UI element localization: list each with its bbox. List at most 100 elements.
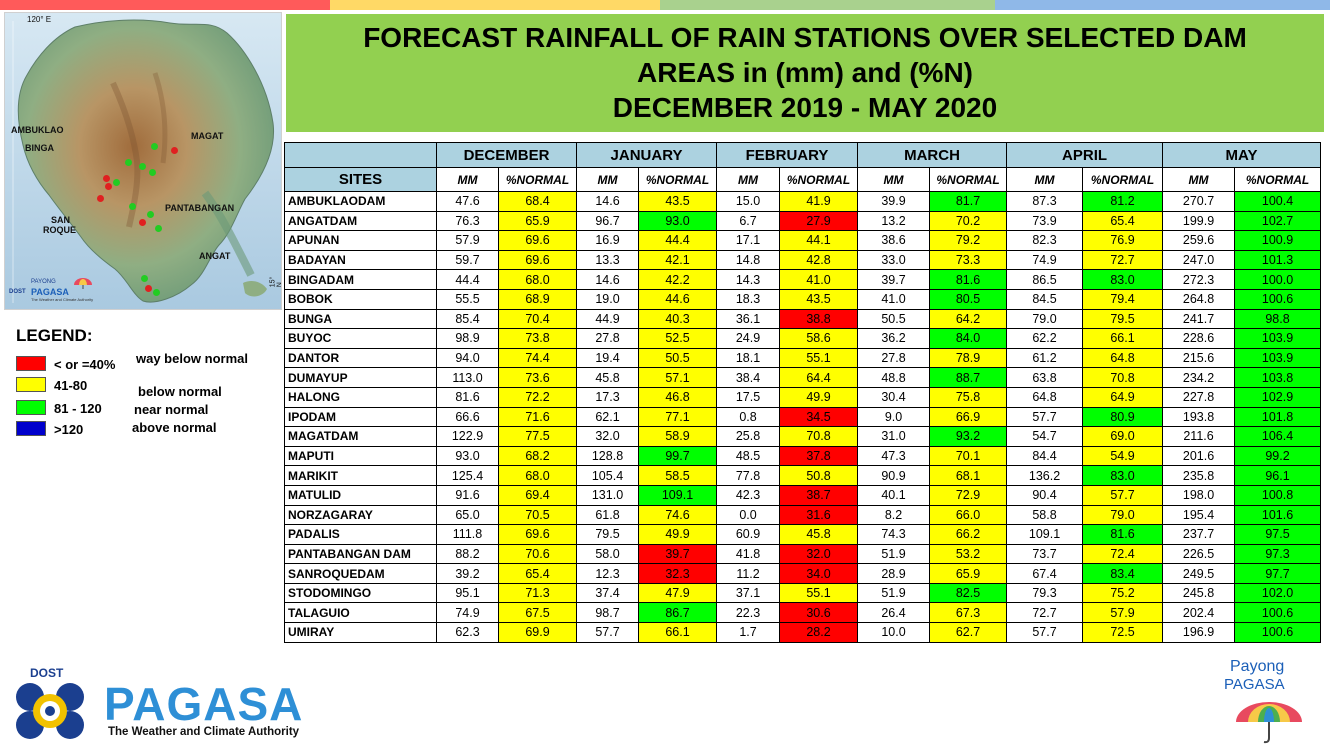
pct-normal-cell: 84.0 — [929, 328, 1008, 349]
rainfall-mm-cell: 77.8 — [716, 465, 781, 486]
pct-normal-cell: 68.2 — [498, 445, 577, 467]
pct-normal-cell: 34.0 — [779, 563, 859, 584]
rainfall-mm-cell: 11.2 — [716, 563, 781, 584]
rainfall-mm-cell: 27.8 — [576, 328, 639, 349]
rainfall-mm-cell: 25.8 — [716, 426, 781, 447]
rainfall-mm-cell: 109.1 — [1006, 524, 1084, 545]
rainfall-mm-cell: 9.0 — [857, 406, 931, 428]
rainfall-mm-cell: 57.9 — [436, 230, 499, 251]
pct-normal-cell: 32.3 — [637, 563, 718, 584]
subheader-pct-normal: %NORMAL — [929, 167, 1008, 192]
pct-normal-cell: 72.2 — [498, 386, 577, 408]
legend-desc-above: above normal — [132, 420, 217, 435]
pct-normal-cell: 65.9 — [498, 210, 577, 232]
pct-normal-cell: 41.0 — [779, 269, 859, 290]
rainfall-mm-cell: 38.6 — [857, 230, 931, 251]
map-label-san: SAN — [51, 215, 71, 225]
rainfall-mm-cell: 247.0 — [1162, 249, 1236, 271]
title-line-2: AREAS in (mm) and (%N) — [637, 57, 973, 88]
rainfall-mm-cell: 18.3 — [716, 288, 781, 310]
table-row: DANTOR 94.0 74.4 19.4 50.5 18.1 55.1 27.8 78.9 61… — [284, 347, 1322, 369]
rainfall-mm-cell: 67.4 — [1006, 563, 1084, 584]
rainfall-mm-cell: 85.4 — [436, 308, 499, 330]
pct-normal-cell: 76.9 — [1082, 230, 1164, 251]
rainfall-mm-cell: 39.2 — [436, 563, 499, 584]
pct-normal-cell: 70.5 — [498, 504, 577, 526]
rainfall-mm-cell: 26.4 — [857, 602, 931, 624]
subheader-mm: MM — [576, 167, 639, 192]
pct-normal-cell: 102.0 — [1234, 582, 1322, 604]
pct-normal-cell: 70.1 — [929, 445, 1008, 467]
rainfall-mm-cell: 215.6 — [1162, 347, 1236, 369]
site-name-cell: TALAGUIO — [284, 602, 437, 624]
rainfall-mm-cell: 64.8 — [1006, 386, 1084, 408]
table-row: UMIRAY 62.3 69.9 57.7 66.1 1.7 28.2 10.0 62.7 57.… — [284, 622, 1322, 643]
pct-normal-cell: 93.0 — [637, 210, 718, 232]
pct-normal-cell: 44.1 — [779, 230, 859, 251]
map-dot-green — [129, 203, 136, 210]
map-label-angat: ANGAT — [199, 251, 231, 261]
rainfall-mm-cell: 13.2 — [857, 210, 931, 232]
title-line-3: DECEMBER 2019 - MAY 2020 — [612, 92, 998, 123]
pct-normal-cell: 74.6 — [637, 504, 718, 526]
map-dot-green — [147, 211, 154, 218]
rainfall-mm-cell: 47.6 — [436, 191, 499, 212]
site-name-cell: APUNAN — [284, 230, 437, 251]
rainfall-mm-cell: 93.0 — [436, 445, 499, 467]
map-label-pantabangan: PANTABANGAN — [165, 203, 235, 213]
pct-normal-cell: 69.9 — [498, 622, 577, 643]
map-coord-top: 120° E — [27, 15, 52, 24]
site-name-cell: NORZAGARAY — [284, 504, 437, 526]
rainfall-mm-cell: 199.9 — [1162, 210, 1236, 232]
rainfall-mm-cell: 90.9 — [857, 465, 931, 486]
rainfall-mm-cell: 39.9 — [857, 191, 931, 212]
rainfall-mm-cell: 62.2 — [1006, 328, 1084, 349]
footer-pagasa-wordmark: PAGASA — [104, 678, 304, 730]
pct-normal-cell: 68.0 — [498, 465, 577, 486]
pct-normal-cell: 79.2 — [929, 230, 1008, 251]
subheader-pct-normal: %NORMAL — [779, 167, 859, 192]
pct-normal-cell: 68.4 — [498, 191, 577, 212]
pct-normal-cell: 66.1 — [1082, 328, 1164, 349]
site-name-cell: HALONG — [284, 386, 437, 408]
site-name-cell: MAGATDAM — [284, 426, 437, 447]
rainfall-mm-cell: 37.4 — [576, 582, 639, 604]
pct-normal-cell: 49.9 — [637, 524, 718, 545]
pct-normal-cell: 100.9 — [1234, 230, 1322, 251]
map-dot-green — [151, 143, 158, 150]
pct-normal-cell: 49.9 — [779, 386, 859, 408]
pct-normal-cell: 72.5 — [1082, 622, 1164, 643]
map-coord-side: 15° N — [269, 276, 281, 288]
rainfall-mm-cell: 94.0 — [436, 347, 499, 369]
pct-normal-cell: 75.2 — [1082, 582, 1164, 604]
payong-label: Payong — [1230, 658, 1285, 675]
pct-normal-cell: 71.3 — [498, 582, 577, 604]
pct-normal-cell: 68.1 — [929, 465, 1008, 486]
sub-header-row: SITES MM %NORMAL MM %NORMAL MM %NORMAL M… — [284, 167, 1322, 192]
rainfall-mm-cell: 0.8 — [716, 406, 781, 428]
subheader-pct-normal: %NORMAL — [1234, 167, 1322, 192]
rainfall-mm-cell: 18.1 — [716, 347, 781, 369]
rainfall-mm-cell: 198.0 — [1162, 484, 1236, 506]
pct-normal-cell: 99.2 — [1234, 445, 1322, 467]
table-row: MAGATDAM 122.9 77.5 32.0 58.9 25.8 70.8 31.0 93.… — [284, 426, 1322, 447]
rainfall-mm-cell: 74.9 — [436, 602, 499, 624]
rainfall-mm-cell: 66.6 — [436, 406, 499, 428]
rainfall-mm-cell: 55.5 — [436, 288, 499, 310]
map-label-ambuklao: AMBUKLAO — [11, 125, 64, 135]
rainfall-mm-cell: 57.7 — [1006, 406, 1084, 428]
rainfall-mm-cell: 6.7 — [716, 210, 781, 232]
rainfall-mm-cell: 87.3 — [1006, 191, 1084, 212]
pct-normal-cell: 37.8 — [779, 445, 859, 467]
rainfall-mm-cell: 65.0 — [436, 504, 499, 526]
rainfall-mm-cell: 88.2 — [436, 543, 499, 565]
map-dot-red — [171, 147, 178, 154]
pct-normal-cell: 99.7 — [637, 445, 718, 467]
rainfall-mm-cell: 15.0 — [716, 191, 781, 212]
pct-normal-cell: 100.4 — [1234, 191, 1322, 212]
rainfall-mm-cell: 98.9 — [436, 328, 499, 349]
pct-normal-cell: 44.6 — [637, 288, 718, 310]
rainfall-mm-cell: 36.1 — [716, 308, 781, 330]
subheader-mm: MM — [1162, 167, 1236, 192]
rainfall-mm-cell: 131.0 — [576, 484, 639, 506]
